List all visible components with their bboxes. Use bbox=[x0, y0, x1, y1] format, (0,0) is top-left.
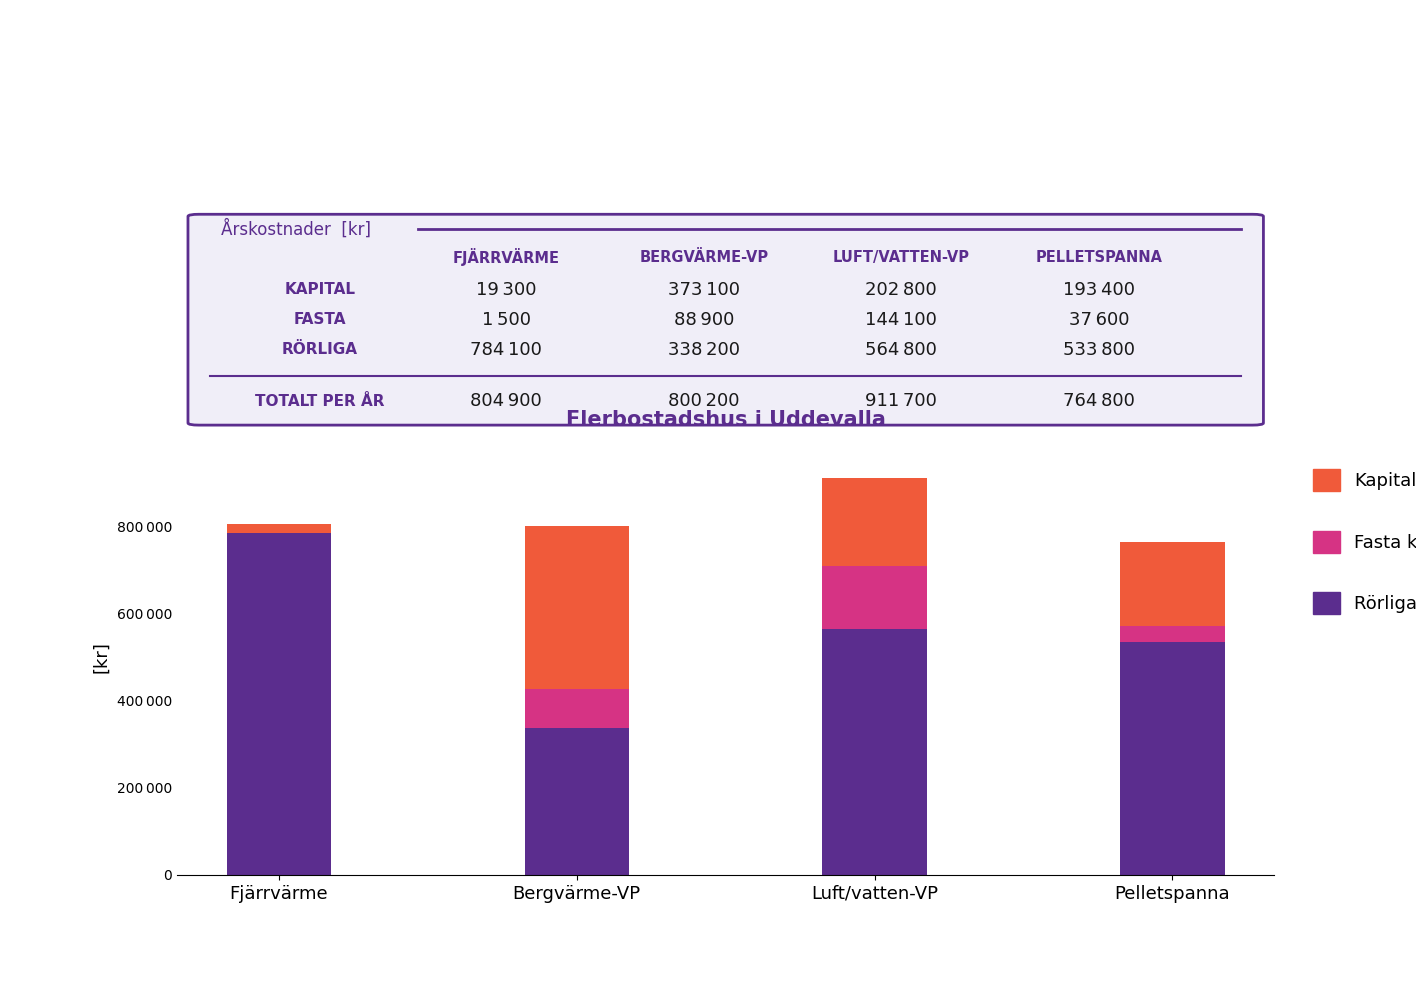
Text: PELLETSPANNA: PELLETSPANNA bbox=[1035, 250, 1163, 264]
Text: 202 800: 202 800 bbox=[865, 280, 937, 299]
Text: 564 800: 564 800 bbox=[865, 341, 937, 359]
Bar bbox=[1120, 643, 1225, 875]
Text: 533 800: 533 800 bbox=[1063, 341, 1134, 359]
FancyBboxPatch shape bbox=[188, 214, 1263, 425]
Text: KAPITAL: KAPITAL bbox=[285, 282, 355, 297]
Bar bbox=[525, 527, 629, 689]
Text: 19 300: 19 300 bbox=[476, 280, 537, 299]
Text: 911 700: 911 700 bbox=[865, 392, 937, 411]
Bar bbox=[823, 478, 926, 566]
Text: Årskostnader  [kr]: Årskostnader [kr] bbox=[221, 219, 371, 239]
Legend: Kapitalkostnader, Fasta kostnader, Rörliga kostnader: Kapitalkostnader, Fasta kostnader, Rörli… bbox=[1306, 462, 1416, 621]
Bar bbox=[525, 689, 629, 727]
Bar bbox=[823, 566, 926, 629]
Text: FJÄRRVÄRME: FJÄRRVÄRME bbox=[453, 249, 559, 266]
Text: 193 400: 193 400 bbox=[1063, 280, 1134, 299]
Bar bbox=[823, 629, 926, 875]
Text: LUFT/VATTEN-VP: LUFT/VATTEN-VP bbox=[833, 250, 970, 264]
Text: 144 100: 144 100 bbox=[865, 311, 937, 328]
Bar bbox=[227, 524, 331, 533]
Bar bbox=[1120, 626, 1225, 643]
Text: FASTA: FASTA bbox=[293, 313, 346, 327]
Text: 338 200: 338 200 bbox=[668, 341, 739, 359]
Text: 800 200: 800 200 bbox=[668, 392, 739, 411]
Bar bbox=[525, 727, 629, 875]
Y-axis label: [kr]: [kr] bbox=[92, 641, 110, 673]
Title: Flerbostadshus i Uddevalla: Flerbostadshus i Uddevalla bbox=[566, 410, 885, 430]
Text: 784 100: 784 100 bbox=[470, 341, 542, 359]
Text: 88 900: 88 900 bbox=[674, 311, 733, 328]
Text: RÖRLIGA: RÖRLIGA bbox=[282, 342, 358, 357]
Text: TOTALT PER ÅR: TOTALT PER ÅR bbox=[255, 394, 384, 409]
Text: 764 800: 764 800 bbox=[1063, 392, 1134, 411]
Bar bbox=[227, 534, 331, 875]
Text: BERGVÄRME-VP: BERGVÄRME-VP bbox=[639, 250, 769, 264]
Text: 1 500: 1 500 bbox=[481, 311, 531, 328]
Text: Resultat Värmeräknaren för Uddevalla: Resultat Värmeräknaren för Uddevalla bbox=[242, 138, 1209, 181]
Text: 37 600: 37 600 bbox=[1069, 311, 1129, 328]
Bar bbox=[1120, 542, 1225, 626]
Text: 804 900: 804 900 bbox=[470, 392, 542, 411]
Text: 373 100: 373 100 bbox=[668, 280, 739, 299]
